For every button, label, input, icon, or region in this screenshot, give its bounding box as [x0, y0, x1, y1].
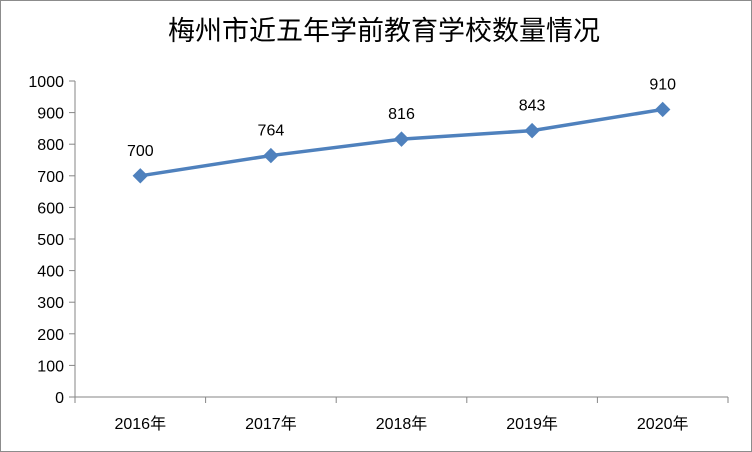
data-point-marker [654, 101, 671, 118]
x-tick-label: 2017年 [245, 415, 297, 433]
data-label: 816 [388, 106, 415, 123]
x-tick-label: 2018年 [376, 415, 428, 433]
data-point-marker [263, 147, 279, 164]
data-label: 910 [649, 76, 676, 93]
y-tick-label: 300 [37, 295, 64, 312]
y-tick-label: 900 [37, 106, 64, 123]
x-tick-label: 2016年 [114, 415, 166, 433]
data-label: 843 [519, 98, 546, 115]
y-tick-label: 600 [37, 200, 64, 217]
data-label: 764 [258, 123, 285, 140]
y-tick-label: 100 [37, 358, 64, 375]
y-tick-label: 1000 [28, 74, 64, 91]
data-labels: 700 764 816 843 910 [127, 76, 676, 159]
y-axis: 0 100 200 300 400 500 600 700 800 900 1000 [28, 74, 76, 407]
data-point-marker [393, 131, 410, 147]
x-axis: 2016年 2017年 2018年 2019年 2020年 [74, 396, 729, 433]
y-tick-label: 500 [37, 232, 64, 249]
y-tick-label: 400 [37, 264, 64, 281]
y-tick-label: 700 [37, 169, 64, 186]
y-tick-label: 200 [37, 327, 64, 344]
y-tick-label: 0 [55, 390, 64, 407]
data-label: 700 [127, 143, 154, 160]
y-tick-label: 800 [37, 137, 64, 154]
x-tick-label: 2020年 [637, 415, 689, 433]
x-tick-label: 2019年 [506, 415, 558, 433]
data-point-marker [132, 168, 149, 184]
data-point-marker [524, 122, 540, 139]
series [132, 101, 671, 184]
chart-title: 梅州市近五年学前教育学校数量情况 [168, 16, 600, 47]
